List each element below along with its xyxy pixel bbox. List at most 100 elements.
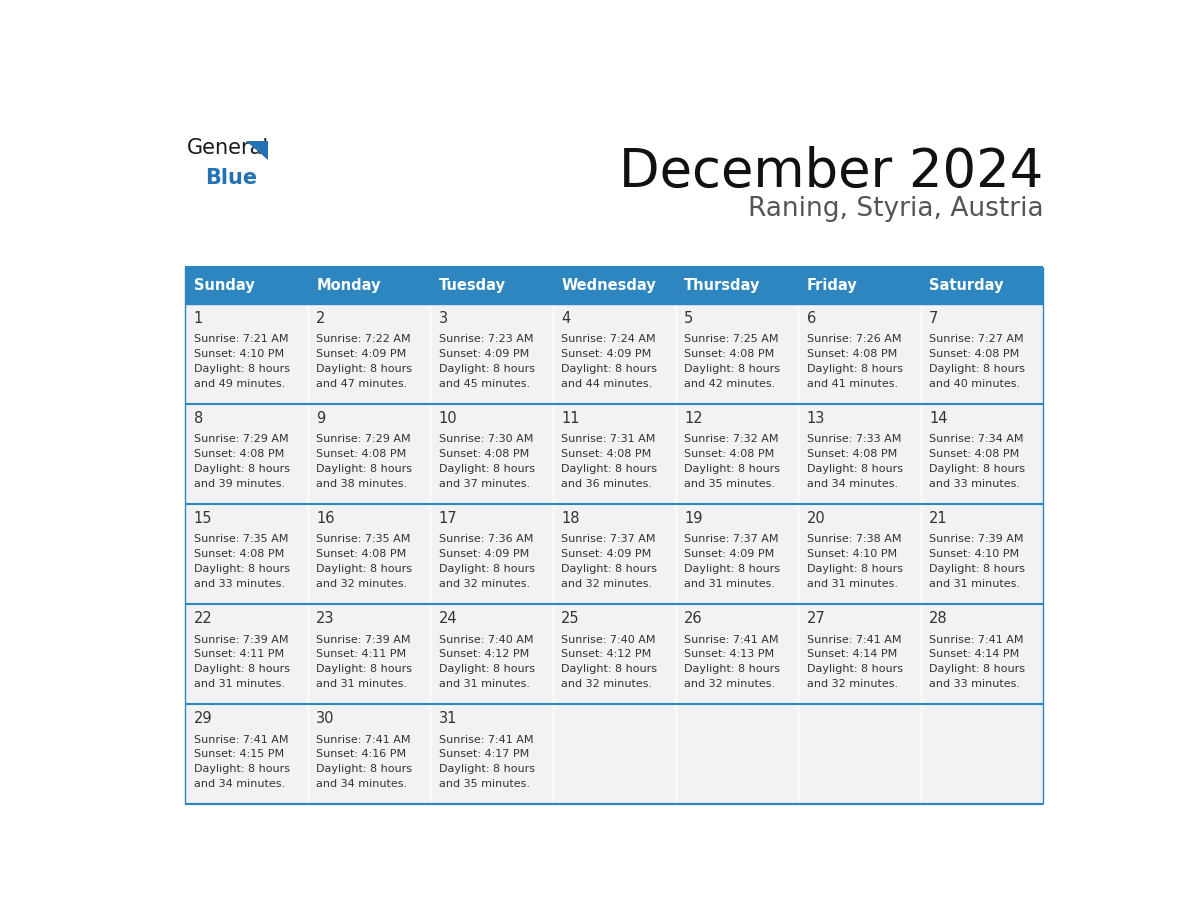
Text: Sunset: 4:08 PM: Sunset: 4:08 PM (562, 449, 652, 459)
Text: and 38 minutes.: and 38 minutes. (316, 479, 407, 489)
Text: Daylight: 8 hours: Daylight: 8 hours (438, 464, 535, 474)
Text: 15: 15 (194, 511, 213, 526)
Text: 17: 17 (438, 511, 457, 526)
Text: and 33 minutes.: and 33 minutes. (929, 679, 1020, 689)
Bar (185, 604, 308, 704)
Text: Sunset: 4:08 PM: Sunset: 4:08 PM (316, 449, 406, 459)
Text: 26: 26 (684, 611, 702, 626)
Text: and 34 minutes.: and 34 minutes. (194, 779, 285, 789)
Text: and 35 minutes.: and 35 minutes. (438, 779, 530, 789)
Text: 23: 23 (316, 611, 335, 626)
Bar (921, 304, 1043, 404)
Text: Daylight: 8 hours: Daylight: 8 hours (438, 765, 535, 774)
Text: Daylight: 8 hours: Daylight: 8 hours (929, 364, 1025, 374)
Text: Sunrise: 7:41 AM: Sunrise: 7:41 AM (438, 734, 533, 744)
Text: and 34 minutes.: and 34 minutes. (316, 779, 407, 789)
Text: and 36 minutes.: and 36 minutes. (562, 479, 652, 489)
Text: and 33 minutes.: and 33 minutes. (194, 579, 285, 589)
Text: 3: 3 (438, 311, 448, 326)
Text: 16: 16 (316, 511, 335, 526)
Bar (430, 304, 554, 404)
Text: 11: 11 (562, 411, 580, 426)
Text: Sunrise: 7:38 AM: Sunrise: 7:38 AM (807, 534, 901, 544)
Text: Daylight: 8 hours: Daylight: 8 hours (562, 464, 657, 474)
Text: Daylight: 8 hours: Daylight: 8 hours (316, 464, 412, 474)
Text: Sunrise: 7:39 AM: Sunrise: 7:39 AM (316, 634, 411, 644)
Text: Sunset: 4:13 PM: Sunset: 4:13 PM (684, 649, 775, 659)
Text: Daylight: 8 hours: Daylight: 8 hours (562, 364, 657, 374)
Bar (554, 404, 676, 504)
Text: Sunset: 4:17 PM: Sunset: 4:17 PM (438, 749, 529, 759)
Bar (676, 504, 798, 604)
Text: Sunrise: 7:39 AM: Sunrise: 7:39 AM (194, 634, 289, 644)
Text: Sunset: 4:09 PM: Sunset: 4:09 PM (684, 549, 775, 559)
Text: Sunset: 4:10 PM: Sunset: 4:10 PM (194, 349, 284, 359)
Text: Sunrise: 7:37 AM: Sunrise: 7:37 AM (684, 534, 778, 544)
Text: Daylight: 8 hours: Daylight: 8 hours (684, 464, 781, 474)
Text: and 31 minutes.: and 31 minutes. (316, 679, 407, 689)
Text: Daylight: 8 hours: Daylight: 8 hours (562, 564, 657, 574)
Text: and 31 minutes.: and 31 minutes. (438, 679, 530, 689)
Bar (798, 304, 921, 404)
Bar (798, 604, 921, 704)
Text: December 2024: December 2024 (619, 145, 1043, 197)
Text: Sunrise: 7:39 AM: Sunrise: 7:39 AM (929, 534, 1024, 544)
Text: 24: 24 (438, 611, 457, 626)
Bar (921, 504, 1043, 604)
Text: and 31 minutes.: and 31 minutes. (684, 579, 775, 589)
Text: and 33 minutes.: and 33 minutes. (929, 479, 1020, 489)
Text: Sunrise: 7:34 AM: Sunrise: 7:34 AM (929, 434, 1024, 444)
Text: 29: 29 (194, 711, 213, 726)
Text: Sunset: 4:09 PM: Sunset: 4:09 PM (562, 549, 652, 559)
Text: and 32 minutes.: and 32 minutes. (438, 579, 530, 589)
Text: Sunrise: 7:27 AM: Sunrise: 7:27 AM (929, 334, 1024, 344)
Bar (185, 504, 308, 604)
Text: Daylight: 8 hours: Daylight: 8 hours (438, 364, 535, 374)
Text: Sunday: Sunday (194, 278, 254, 293)
Text: and 35 minutes.: and 35 minutes. (684, 479, 775, 489)
Text: 4: 4 (562, 311, 570, 326)
Text: Daylight: 8 hours: Daylight: 8 hours (929, 564, 1025, 574)
Text: 28: 28 (929, 611, 948, 626)
Text: Thursday: Thursday (684, 278, 760, 293)
Text: Daylight: 8 hours: Daylight: 8 hours (194, 765, 290, 774)
Text: Daylight: 8 hours: Daylight: 8 hours (684, 364, 781, 374)
Text: 25: 25 (562, 611, 580, 626)
Text: and 40 minutes.: and 40 minutes. (929, 379, 1020, 388)
Text: General: General (188, 139, 270, 159)
Text: Sunrise: 7:41 AM: Sunrise: 7:41 AM (807, 634, 901, 644)
Bar (554, 704, 676, 804)
Text: Sunset: 4:08 PM: Sunset: 4:08 PM (929, 349, 1019, 359)
Text: 6: 6 (807, 311, 816, 326)
Text: Sunrise: 7:40 AM: Sunrise: 7:40 AM (438, 634, 533, 644)
Bar (308, 604, 430, 704)
Text: Daylight: 8 hours: Daylight: 8 hours (929, 665, 1025, 674)
Text: Sunrise: 7:40 AM: Sunrise: 7:40 AM (562, 634, 656, 644)
Bar (308, 404, 430, 504)
Bar (798, 404, 921, 504)
Text: and 31 minutes.: and 31 minutes. (929, 579, 1020, 589)
Bar (430, 504, 554, 604)
Text: Sunrise: 7:37 AM: Sunrise: 7:37 AM (562, 534, 656, 544)
Text: Friday: Friday (807, 278, 858, 293)
Text: Sunset: 4:15 PM: Sunset: 4:15 PM (194, 749, 284, 759)
Bar (554, 304, 676, 404)
Text: Daylight: 8 hours: Daylight: 8 hours (562, 665, 657, 674)
Text: Sunset: 4:08 PM: Sunset: 4:08 PM (807, 349, 897, 359)
Text: Sunrise: 7:41 AM: Sunrise: 7:41 AM (929, 634, 1024, 644)
Text: Daylight: 8 hours: Daylight: 8 hours (438, 665, 535, 674)
Text: Sunrise: 7:21 AM: Sunrise: 7:21 AM (194, 334, 289, 344)
Text: Sunrise: 7:32 AM: Sunrise: 7:32 AM (684, 434, 778, 444)
Text: Sunset: 4:09 PM: Sunset: 4:09 PM (438, 549, 529, 559)
Text: 21: 21 (929, 511, 948, 526)
Bar (430, 604, 554, 704)
Text: Sunset: 4:08 PM: Sunset: 4:08 PM (684, 349, 775, 359)
Bar (308, 504, 430, 604)
Text: Sunrise: 7:25 AM: Sunrise: 7:25 AM (684, 334, 778, 344)
Bar (921, 404, 1043, 504)
Text: Sunset: 4:08 PM: Sunset: 4:08 PM (194, 449, 284, 459)
Text: Blue: Blue (206, 168, 258, 188)
Text: Daylight: 8 hours: Daylight: 8 hours (316, 765, 412, 774)
Text: 12: 12 (684, 411, 702, 426)
Text: 14: 14 (929, 411, 948, 426)
